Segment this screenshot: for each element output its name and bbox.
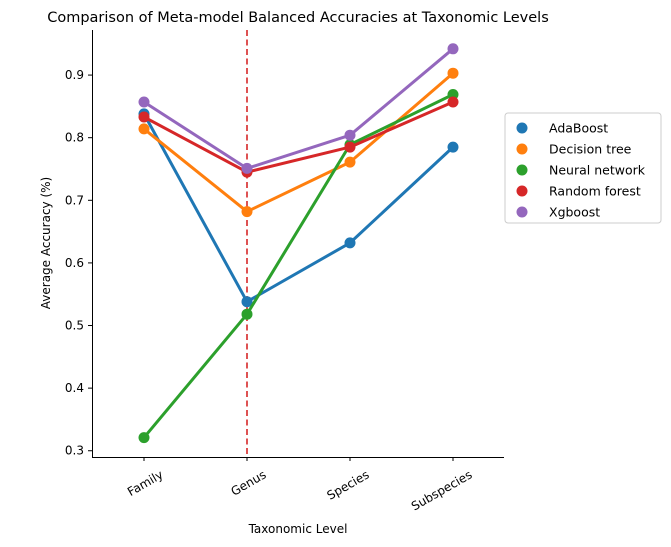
series-line (142, 71, 455, 214)
x-tick-label: Genus (228, 467, 268, 498)
data-point (344, 129, 356, 141)
plot-area (138, 30, 459, 457)
data-point (241, 162, 253, 174)
data-point (138, 123, 150, 135)
series-xgboost (138, 43, 459, 174)
data-point (447, 141, 459, 153)
legend-marker (516, 122, 528, 134)
legend-label: Neural network (549, 163, 646, 178)
data-point (344, 141, 356, 153)
data-point (241, 296, 253, 308)
y-tick-label: 0.3 (65, 444, 84, 458)
series-line (142, 112, 455, 304)
legend-frame (504, 112, 662, 224)
x-tick-label: Subspecies (409, 467, 475, 513)
chart-title: Comparison of Meta-model Balanced Accura… (47, 10, 549, 26)
x-axis-label: Taxonomic Level (248, 522, 348, 536)
y-ticks: 0.3 0.4 0.5 0.6 0.7 0.8 0.9 (65, 68, 92, 458)
y-tick-label: 0.6 (65, 256, 84, 270)
data-point (447, 43, 459, 55)
legend-label: Decision tree (549, 142, 632, 157)
x-ticks: Family Genus Species Subspecies (125, 457, 475, 513)
legend: AdaBoost Decision tree Neural network Rando… (504, 112, 662, 224)
series-line (142, 100, 455, 174)
series-decision-tree (138, 67, 459, 218)
legend-marker (516, 164, 528, 176)
data-point (241, 308, 253, 320)
series-line (142, 93, 455, 440)
data-point (447, 67, 459, 79)
data-point (344, 237, 356, 249)
data-point (344, 156, 356, 168)
data-point (447, 96, 459, 108)
x-tick-label: Family (125, 467, 165, 498)
y-tick-label: 0.7 (65, 193, 84, 207)
legend-marker (516, 206, 528, 218)
y-axis-label: Average Accuracy (%) (39, 177, 53, 309)
data-point (241, 206, 253, 218)
y-tick-label: 0.9 (65, 68, 84, 82)
legend-marker (516, 185, 528, 197)
legend-label: Random forest (549, 184, 641, 199)
legend-label: Xgboost (549, 205, 600, 220)
y-tick-label: 0.4 (65, 381, 84, 395)
data-point (138, 432, 150, 444)
series-line (142, 47, 455, 170)
legend-marker (516, 143, 528, 155)
legend-label: AdaBoost (549, 121, 608, 136)
series-neural-network (138, 89, 459, 444)
y-tick-label: 0.5 (65, 319, 84, 333)
x-tick-label: Species (325, 467, 372, 502)
data-point (138, 96, 150, 108)
data-point (138, 111, 150, 123)
y-tick-label: 0.8 (65, 131, 84, 145)
